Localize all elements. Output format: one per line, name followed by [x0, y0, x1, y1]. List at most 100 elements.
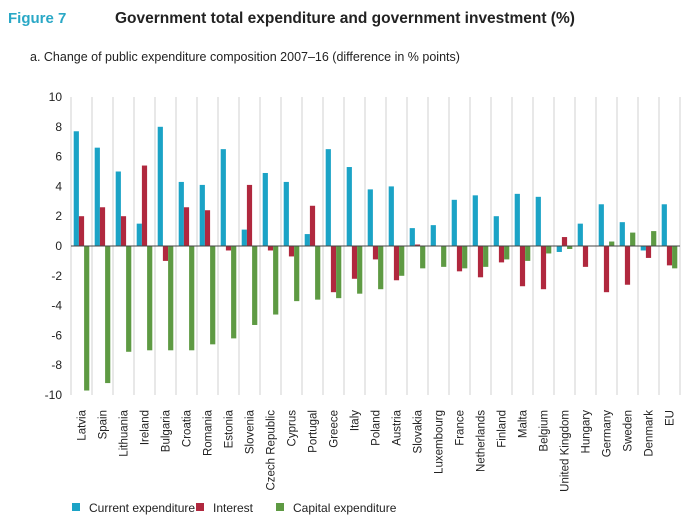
bar-interest — [540, 246, 547, 290]
bar-current-expenditure — [535, 196, 541, 246]
category-label: Estonia — [224, 409, 236, 448]
category-label: Slovakia — [413, 409, 425, 453]
bar-current-expenditure — [640, 246, 646, 251]
bar-current-expenditure — [661, 204, 667, 246]
category-label: Hungary — [581, 410, 593, 454]
category-label: Austria — [392, 409, 404, 445]
bar-current-expenditure — [598, 204, 604, 246]
category-label: Cyprus — [287, 410, 299, 447]
category-label: Ireland — [140, 410, 152, 445]
bar-current-expenditure — [136, 223, 142, 246]
bar-capital-expenditure — [105, 246, 111, 384]
legend-swatch — [276, 503, 284, 511]
bar-interest — [393, 246, 400, 281]
bar-current-expenditure — [157, 126, 163, 246]
y-tick-label: -2 — [51, 269, 62, 283]
category-label: Netherlands — [476, 410, 488, 472]
chart-subtitle: a. Change of public expenditure composit… — [30, 50, 460, 64]
category-label: Germany — [602, 410, 614, 458]
y-axis: 10 8 6 4 2 0 -2 -4 -6 -8 -10 — [45, 90, 63, 402]
bar-interest — [78, 216, 85, 246]
bar-capital-expenditure — [609, 241, 615, 246]
bar-interest — [456, 246, 463, 272]
legend-swatch — [72, 503, 80, 511]
bar-current-expenditure — [115, 171, 121, 246]
bar-capital-expenditure — [462, 246, 468, 269]
category-label: Luxembourg — [434, 410, 446, 474]
x-axis: Latvia Spain Lithuania Ireland Bulgaria Croat… — [77, 409, 677, 491]
category-label: Croatia — [182, 409, 194, 447]
figure-label: Figure 7 — [8, 10, 66, 27]
bar-current-expenditure — [451, 199, 457, 246]
bar-current-expenditure — [556, 246, 562, 252]
bar-capital-expenditure — [504, 246, 510, 260]
y-tick-label: 4 — [55, 179, 62, 193]
bar-interest — [183, 207, 190, 246]
y-tick-label: 2 — [55, 209, 62, 223]
category-label: Sweden — [623, 410, 635, 452]
y-tick-label: 8 — [55, 120, 62, 134]
category-label: Czech Republic — [266, 410, 278, 491]
bar-capital-expenditure — [525, 246, 531, 261]
category-label: Bulgaria — [161, 409, 173, 452]
bar-current-expenditure — [241, 229, 247, 246]
category-label: Italy — [350, 410, 362, 431]
bar-capital-expenditure — [168, 246, 174, 351]
category-label: Greece — [329, 410, 341, 448]
bar-current-expenditure — [94, 147, 100, 246]
y-tick-label: 6 — [55, 150, 62, 164]
bar-capital-expenditure — [651, 231, 657, 246]
category-label: EU — [665, 410, 677, 426]
bar-capital-expenditure — [252, 246, 258, 325]
bar-interest — [414, 244, 421, 246]
bar-interest — [204, 210, 211, 246]
bar-current-expenditure — [430, 225, 436, 246]
category-label: Slovenia — [245, 409, 257, 454]
category-label: Lithuania — [119, 409, 131, 456]
bar-capital-expenditure — [84, 246, 90, 391]
bar-capital-expenditure — [420, 246, 426, 269]
bar-interest — [351, 246, 358, 279]
y-tick-label: -6 — [51, 328, 62, 342]
bar-capital-expenditure — [189, 246, 195, 351]
bar-capital-expenditure — [672, 246, 678, 269]
bar-current-expenditure — [304, 234, 310, 246]
figure-title: Government total expenditure and governm… — [115, 10, 575, 27]
bar-current-expenditure — [346, 167, 352, 246]
bar-interest — [477, 246, 484, 278]
bar-interest — [603, 246, 610, 293]
bar-capital-expenditure — [294, 246, 300, 302]
bar-capital-expenditure — [336, 246, 342, 299]
bar-current-expenditure — [619, 222, 625, 246]
category-label: Romania — [203, 409, 215, 456]
legend-swatch — [196, 503, 204, 511]
y-tick-label: 10 — [49, 90, 63, 104]
bar-interest — [309, 205, 316, 246]
bar-capital-expenditure — [231, 246, 237, 339]
bar-capital-expenditure — [378, 246, 384, 290]
bar-capital-expenditure — [441, 246, 447, 267]
bar-interest — [666, 246, 673, 266]
category-label: Malta — [518, 409, 530, 438]
bar-current-expenditure — [577, 223, 583, 246]
bar-interest — [645, 246, 652, 258]
bar-interest — [582, 246, 589, 267]
category-label: Poland — [371, 410, 383, 446]
bar-current-expenditure — [220, 149, 226, 246]
bar-interest — [288, 246, 295, 257]
bar-capital-expenditure — [483, 246, 489, 267]
y-tick-label: 0 — [55, 239, 62, 253]
category-label: Belgium — [539, 410, 551, 452]
y-tick-label: -4 — [51, 299, 62, 313]
bar-capital-expenditure — [399, 246, 405, 276]
bar-interest — [141, 165, 148, 246]
bar-interest — [624, 246, 631, 285]
bar-current-expenditure — [283, 181, 289, 246]
bar-current-expenditure — [472, 195, 478, 246]
legend-label: Current expenditure — [89, 501, 195, 515]
bar-capital-expenditure — [210, 246, 216, 345]
bar-interest — [162, 246, 169, 261]
legend: Current expenditure Interest Capital expen… — [72, 501, 397, 515]
bar-current-expenditure — [367, 189, 373, 246]
